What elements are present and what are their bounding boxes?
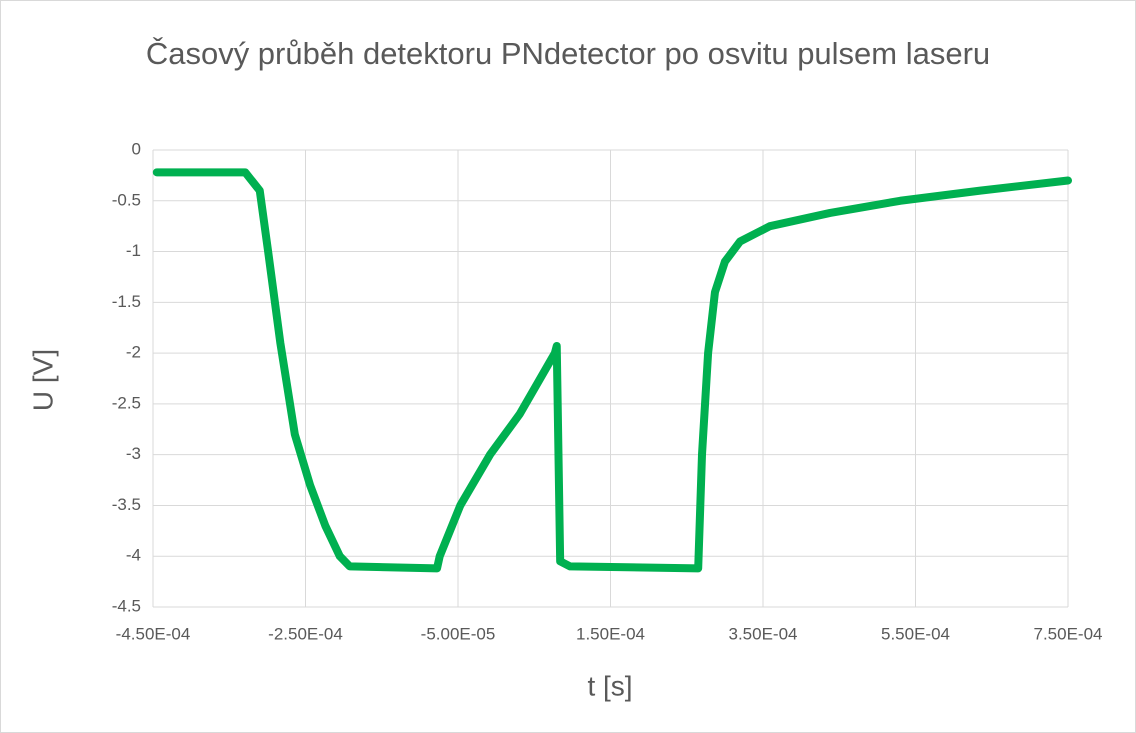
y-tick-label: -1.5 (112, 292, 141, 311)
data-line (152, 168, 1072, 573)
y-tick-label: -2 (126, 343, 141, 362)
y-axis-label: U [V] (27, 349, 58, 411)
x-axis-label: t [s] (587, 670, 632, 701)
y-tick-label: -4.5 (112, 596, 141, 615)
x-tick-label: 3.50E-04 (729, 624, 798, 643)
x-tick-label: 5.50E-04 (881, 624, 950, 643)
y-tick-label: -3.5 (112, 495, 141, 514)
y-tick-label: 0 (132, 139, 141, 158)
x-tick-label: 7.50E-04 (1034, 624, 1103, 643)
x-tick-label: -5.00E-05 (421, 624, 496, 643)
chart-title: Časový průběh detektoru PNdetector po os… (145, 36, 991, 71)
x-tick-label: 1.50E-04 (576, 624, 645, 643)
y-tick-label: -0.5 (112, 190, 141, 209)
y-tick-label: -4 (126, 546, 141, 565)
y-tick-label: -1 (126, 241, 141, 260)
y-tick-label: -3 (126, 444, 141, 463)
x-tick-label: -4.50E-04 (116, 624, 191, 643)
x-tick-label: -2.50E-04 (268, 624, 343, 643)
y-tick-label: -2.5 (112, 393, 141, 412)
